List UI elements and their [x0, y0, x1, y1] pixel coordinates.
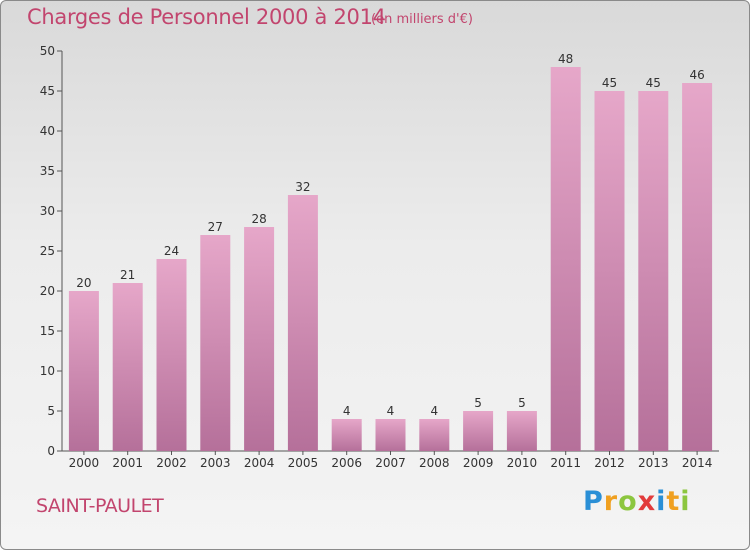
- bar-value-label: 24: [164, 244, 179, 258]
- bar-value-label: 21: [120, 268, 135, 282]
- x-tick-label: 2003: [200, 456, 231, 470]
- logo-letter: t: [666, 486, 681, 517]
- bar: [550, 67, 581, 451]
- logo-letter: o: [618, 486, 638, 517]
- bar: [156, 259, 187, 451]
- proxiti-logo: Proxiti: [583, 486, 691, 517]
- x-tick-label: 2006: [331, 456, 362, 470]
- bar: [331, 419, 362, 451]
- logo-letter: P: [583, 486, 604, 517]
- bar: [638, 91, 669, 451]
- x-tick-label: 2001: [112, 456, 143, 470]
- bar-value-label: 5: [518, 396, 526, 410]
- bar-value-label: 45: [646, 76, 661, 90]
- y-tick-label: 25: [40, 244, 55, 258]
- y-tick-label: 45: [40, 84, 55, 98]
- bar: [112, 283, 143, 451]
- bar-value-label: 5: [474, 396, 482, 410]
- commune-name: SAINT-PAULET: [36, 495, 164, 517]
- x-tick-label: 2004: [244, 456, 275, 470]
- x-tick-label: 2005: [288, 456, 319, 470]
- logo-letter: i: [656, 486, 667, 517]
- bar: [68, 291, 99, 451]
- logo-letter: r: [603, 486, 619, 517]
- bar: [594, 91, 625, 451]
- y-tick-label: 20: [40, 284, 55, 298]
- y-tick-label: 30: [40, 204, 55, 218]
- y-tick-label: 40: [40, 124, 55, 138]
- bar: [682, 83, 713, 451]
- bar: [244, 227, 275, 451]
- bar-value-label: 27: [208, 220, 223, 234]
- x-tick-label: 2013: [638, 456, 669, 470]
- bar-value-label: 4: [430, 404, 438, 418]
- y-tick-label: 10: [40, 364, 55, 378]
- logo-letter: i: [680, 486, 691, 517]
- logo-letter: x: [637, 486, 657, 517]
- x-tick-label: 2008: [419, 456, 450, 470]
- x-tick-label: 2007: [375, 456, 406, 470]
- chart-title: Charges de Personnel 2000 à 2014: [27, 5, 386, 29]
- y-tick-label: 5: [47, 404, 55, 418]
- bar-value-label: 4: [343, 404, 351, 418]
- bar-value-label: 48: [558, 52, 573, 66]
- chart-subtitle: (en milliers d'€): [371, 12, 473, 27]
- bar-value-label: 46: [689, 68, 704, 82]
- bar: [419, 419, 450, 451]
- x-tick-label: 2011: [550, 456, 581, 470]
- bar: [287, 195, 318, 451]
- x-tick-label: 2002: [156, 456, 187, 470]
- bar: [463, 411, 494, 451]
- y-tick-label: 0: [47, 444, 55, 458]
- x-tick-label: 2000: [69, 456, 100, 470]
- x-tick-label: 2010: [507, 456, 538, 470]
- bar-value-label: 45: [602, 76, 617, 90]
- bar-value-label: 4: [387, 404, 395, 418]
- y-tick-label: 35: [40, 164, 55, 178]
- bar: [375, 419, 406, 451]
- x-tick-label: 2014: [682, 456, 713, 470]
- bar-value-label: 32: [295, 180, 310, 194]
- x-tick-label: 2012: [594, 456, 625, 470]
- bar-value-label: 20: [76, 276, 91, 290]
- bar: [506, 411, 537, 451]
- x-tick-label: 2009: [463, 456, 494, 470]
- y-tick-label: 50: [40, 44, 55, 58]
- bar: [200, 235, 231, 451]
- bar-value-label: 28: [251, 212, 266, 226]
- y-tick-label: 15: [40, 324, 55, 338]
